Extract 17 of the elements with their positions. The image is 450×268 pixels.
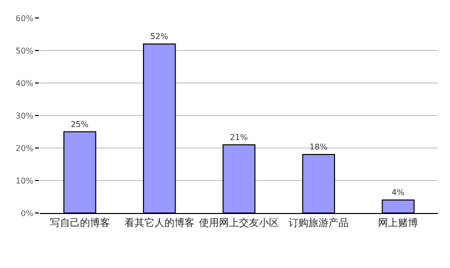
x-tick-label: 看其它人的博客 [124, 217, 194, 229]
y-tick-label: 10% [16, 176, 34, 186]
x-tick-label: 订购旅游产品 [288, 217, 349, 229]
y-tick-label: 60% [16, 14, 34, 23]
data-label: 25% [70, 120, 89, 129]
y-tick-label: 30% [16, 111, 34, 120]
x-tick-label: 写自己的博客 [50, 217, 110, 229]
data-label: 4% [392, 188, 405, 197]
data-label: 52% [150, 32, 168, 41]
y-tick-label: 50% [16, 46, 34, 56]
y-tick-label: 40% [16, 78, 34, 88]
data-label: 21% [230, 132, 248, 142]
y-tick-label: 20% [16, 144, 34, 153]
x-tick-label: 使用网上交友小区 [199, 217, 279, 229]
y-tick-label: 0% [20, 208, 34, 218]
data-label: 18% [310, 142, 328, 152]
x-tick-label: 网上赌博 [378, 217, 418, 229]
